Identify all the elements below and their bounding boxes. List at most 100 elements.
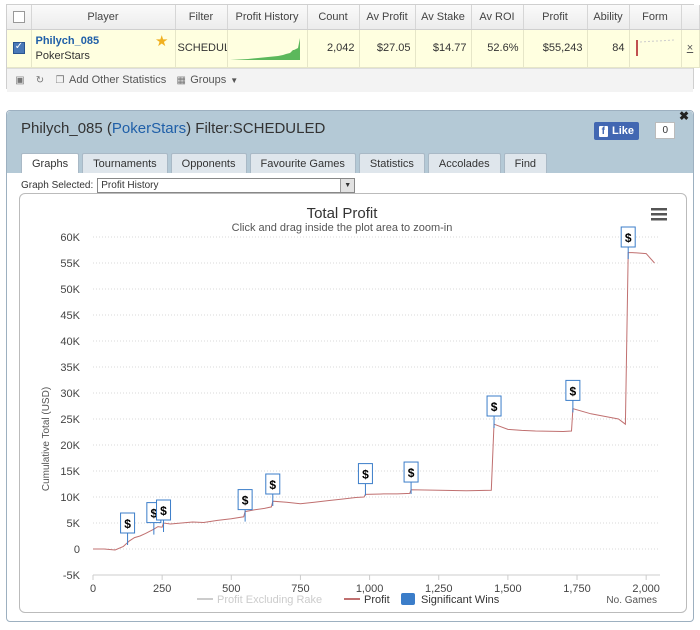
tab-accolades[interactable]: Accolades [427, 153, 501, 173]
profit-sparkline [229, 37, 300, 60]
x-tick-label: 750 [291, 583, 309, 595]
remove-cell[interactable]: × [681, 29, 700, 68]
title-site-link[interactable]: PokerStars [111, 120, 187, 137]
panel-title: Philych_085 (PokerStars) Filter:SCHEDULE… [21, 120, 326, 137]
groups-label: Groups [190, 74, 227, 86]
significant-win-flag[interactable]: $ [620, 226, 636, 259]
flag-dollar-icon: $ [242, 494, 249, 508]
flag-box [237, 489, 253, 511]
col-player[interactable]: Player [31, 5, 176, 30]
legend-item-significant-wins[interactable]: Significant Wins [401, 593, 500, 606]
player-name-link[interactable]: Philych_085 [35, 34, 100, 47]
copy-icon: ❐ [55, 74, 65, 86]
col-filter[interactable]: Filter [175, 5, 228, 30]
table-row[interactable]: Philych_085 PokerStars ★ SCHEDULED 2,042… [7, 29, 700, 68]
legend-item-excluding-rake[interactable]: Profit Excluding Rake [197, 594, 322, 606]
panel-header: Philych_085 (PokerStars) Filter:SCHEDULE… [7, 109, 693, 173]
flag-dollar-icon: $ [124, 517, 131, 531]
save-icon: ▦ [176, 74, 186, 86]
dropdown-arrow-icon[interactable]: ▼ [340, 179, 355, 192]
y-tick-label: -5K [63, 570, 81, 582]
significant-win-flag[interactable]: $ [357, 463, 373, 496]
remove-row-icon[interactable]: × [686, 42, 694, 54]
results-table: Player Filter Profit History Count Av Pr… [7, 5, 700, 68]
close-icon[interactable]: ✖ [678, 109, 689, 123]
x-tick-label: 1,250 [425, 583, 453, 595]
av-stake-cell: $14.77 [415, 29, 472, 68]
legend-item-profit[interactable]: Profit [344, 594, 390, 606]
y-tick-label: 20K [60, 440, 80, 452]
grid-lines [93, 236, 660, 576]
favourite-star-icon[interactable]: ★ [155, 32, 169, 50]
col-spacer [681, 5, 700, 30]
delete-button[interactable]: ▣ [15, 75, 25, 86]
player-cell: Philych_085 PokerStars ★ [31, 29, 176, 68]
col-profit-history[interactable]: Profit History [227, 5, 308, 30]
x-tick-label: 1,750 [563, 583, 591, 595]
flag-dollar-icon: $ [491, 400, 498, 414]
col-ability[interactable]: Ability [587, 5, 630, 30]
row-checkbox[interactable] [12, 41, 25, 55]
significant-win-flag[interactable]: $ [120, 512, 136, 545]
graph-selected-label: Graph Selected: [21, 180, 94, 191]
flag-box [486, 395, 502, 417]
significant-win-flag[interactable]: $ [403, 461, 419, 495]
title-player-name: Philych_085 [21, 120, 103, 137]
select-all-cell[interactable] [7, 5, 32, 30]
flag-box [565, 379, 581, 401]
row-select-cell[interactable] [7, 29, 32, 68]
significant-win-flag[interactable]: $ [265, 473, 281, 506]
significant-win-flag[interactable]: $ [565, 379, 581, 413]
menu-bar [651, 208, 667, 211]
tab-statistics[interactable]: Statistics [358, 153, 425, 173]
av-profit-cell: $27.05 [359, 29, 416, 68]
col-profit[interactable]: Profit [523, 5, 588, 30]
results-grid: Player Filter Profit History Count Av Pr… [6, 4, 700, 92]
col-form[interactable]: Form [629, 5, 682, 30]
y-tick-label: 40K [60, 336, 80, 348]
fb-like-label: Like [611, 125, 634, 137]
x-tick-label: 500 [222, 583, 240, 595]
x-tick-label: 250 [153, 583, 171, 595]
add-stats-button[interactable]: ❐ Add Other Statistics [55, 74, 167, 86]
y-tick-label: 35K [60, 362, 80, 374]
col-av-stake[interactable]: Av Stake [415, 5, 472, 30]
form-line [639, 39, 674, 42]
menu-bar [651, 213, 667, 216]
chart-subtitle: Click and drag inside the plot area to z… [232, 222, 453, 234]
y-tick-label: 55K [60, 258, 80, 270]
chart-menu-icon[interactable] [651, 208, 667, 221]
chart-svg[interactable]: Total Profit Click and drag inside the p… [20, 194, 686, 612]
refresh-icon: ↻ [35, 74, 45, 86]
tab-opponents[interactable]: Opponents [170, 153, 247, 173]
select-all-checkbox[interactable] [12, 10, 25, 23]
facebook-icon: f [598, 125, 608, 137]
refresh-button[interactable]: ↻ [35, 75, 45, 86]
significant-win-flags: $$ $$$$ $$$$ [120, 226, 636, 545]
y-tick-label: 45K [60, 310, 80, 322]
add-stats-label: Add Other Statistics [69, 74, 167, 86]
x-axis-label: No. Games [606, 595, 657, 606]
significant-win-flag[interactable]: $ [156, 499, 172, 532]
col-av-profit[interactable]: Av Profit [359, 5, 416, 30]
facebook-like-button[interactable]: f Like [593, 122, 639, 140]
tab-favourite-games[interactable]: Favourite Games [249, 153, 356, 173]
graph-select-dropdown[interactable]: Profit History ▼ [97, 178, 356, 193]
flag-box [403, 461, 419, 483]
col-count[interactable]: Count [307, 5, 360, 30]
tab-graphs[interactable]: Graphs [21, 153, 80, 173]
flag-dollar-icon: $ [269, 478, 276, 492]
profit-chart[interactable]: Total Profit Click and drag inside the p… [19, 193, 687, 613]
x-tick-label: 0 [90, 583, 96, 595]
player-panel: Philych_085 (PokerStars) Filter:SCHEDULE… [6, 109, 694, 622]
panel-tabs: Graphs Tournaments Opponents Favourite G… [21, 153, 548, 173]
flag-dollar-icon: $ [570, 384, 577, 398]
tab-tournaments[interactable]: Tournaments [82, 153, 168, 173]
player-site: PokerStars [35, 49, 90, 62]
col-av-roi[interactable]: Av ROI [471, 5, 524, 30]
y-tick-label: 30K [60, 388, 80, 400]
significant-win-flag[interactable]: $ [486, 395, 502, 428]
significant-win-flag[interactable]: $ [237, 489, 253, 522]
groups-button[interactable]: ▦ Groups ▼ [176, 74, 238, 86]
tab-find[interactable]: Find [503, 153, 548, 173]
